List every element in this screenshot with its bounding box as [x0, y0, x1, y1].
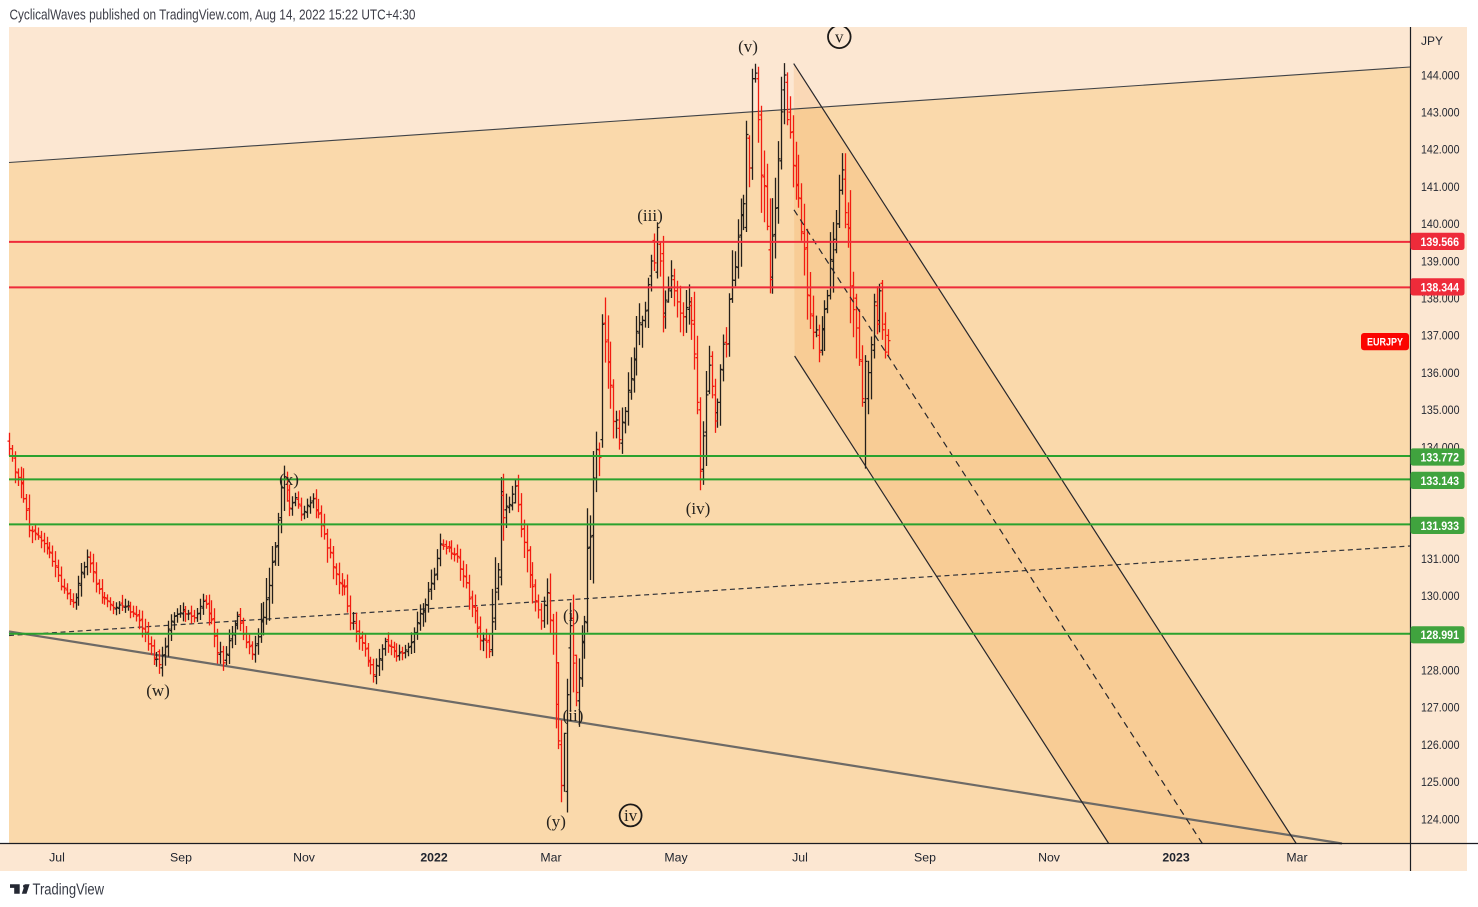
- svg-text:Sep: Sep: [170, 851, 192, 865]
- svg-text:127.000: 127.000: [1421, 701, 1460, 715]
- svg-text:CyclicalWaves published on Tra: CyclicalWaves published on TradingView.c…: [10, 8, 416, 24]
- svg-text:131.933: 131.933: [1421, 519, 1460, 533]
- svg-text:138.344: 138.344: [1421, 280, 1460, 294]
- svg-text:125.000: 125.000: [1421, 775, 1460, 789]
- svg-text:Nov: Nov: [293, 851, 316, 865]
- svg-text:2022: 2022: [420, 851, 448, 865]
- svg-text:128.991: 128.991: [1421, 628, 1460, 642]
- svg-text:135.000: 135.000: [1421, 403, 1460, 417]
- svg-text:126.000: 126.000: [1421, 738, 1460, 752]
- svg-text:2023: 2023: [1162, 851, 1190, 865]
- svg-text:(ii): (ii): [563, 706, 584, 725]
- svg-text:v: v: [835, 27, 844, 46]
- svg-text:130.000: 130.000: [1421, 589, 1460, 603]
- svg-text:141.000: 141.000: [1421, 180, 1460, 194]
- svg-text:137.000: 137.000: [1421, 329, 1460, 343]
- svg-text:124.000: 124.000: [1421, 812, 1460, 826]
- svg-text:iv: iv: [624, 806, 638, 825]
- svg-text:(iv): (iv): [686, 499, 711, 518]
- svg-text:(v): (v): [738, 37, 758, 56]
- svg-text:136.000: 136.000: [1421, 366, 1460, 380]
- svg-text:140.000: 140.000: [1421, 217, 1460, 231]
- svg-text:(iii): (iii): [637, 206, 663, 225]
- svg-text:(x): (x): [279, 470, 299, 489]
- svg-text:Jul: Jul: [49, 851, 65, 865]
- svg-text:144.000: 144.000: [1421, 68, 1460, 82]
- svg-text:128.000: 128.000: [1421, 664, 1460, 678]
- svg-text:Mar: Mar: [540, 851, 561, 865]
- svg-text:139.566: 139.566: [1421, 235, 1460, 249]
- svg-text:(w): (w): [146, 681, 170, 700]
- svg-text:142.000: 142.000: [1421, 143, 1460, 157]
- svg-text:EURJPY: EURJPY: [1367, 337, 1404, 349]
- svg-text:May: May: [664, 851, 688, 865]
- svg-text:Mar: Mar: [1286, 851, 1307, 865]
- svg-text:(i): (i): [563, 606, 579, 625]
- svg-text:(y): (y): [546, 812, 566, 831]
- svg-text:Jul: Jul: [792, 851, 808, 865]
- svg-text:TradingView: TradingView: [33, 882, 105, 899]
- svg-text:131.000: 131.000: [1421, 552, 1460, 566]
- svg-text:139.000: 139.000: [1421, 254, 1460, 268]
- svg-text:143.000: 143.000: [1421, 106, 1460, 120]
- svg-text:Nov: Nov: [1038, 851, 1061, 865]
- svg-text:133.772: 133.772: [1421, 450, 1460, 464]
- svg-text:133.143: 133.143: [1421, 474, 1460, 488]
- svg-text:Sep: Sep: [914, 851, 936, 865]
- svg-text:JPY: JPY: [1421, 34, 1443, 48]
